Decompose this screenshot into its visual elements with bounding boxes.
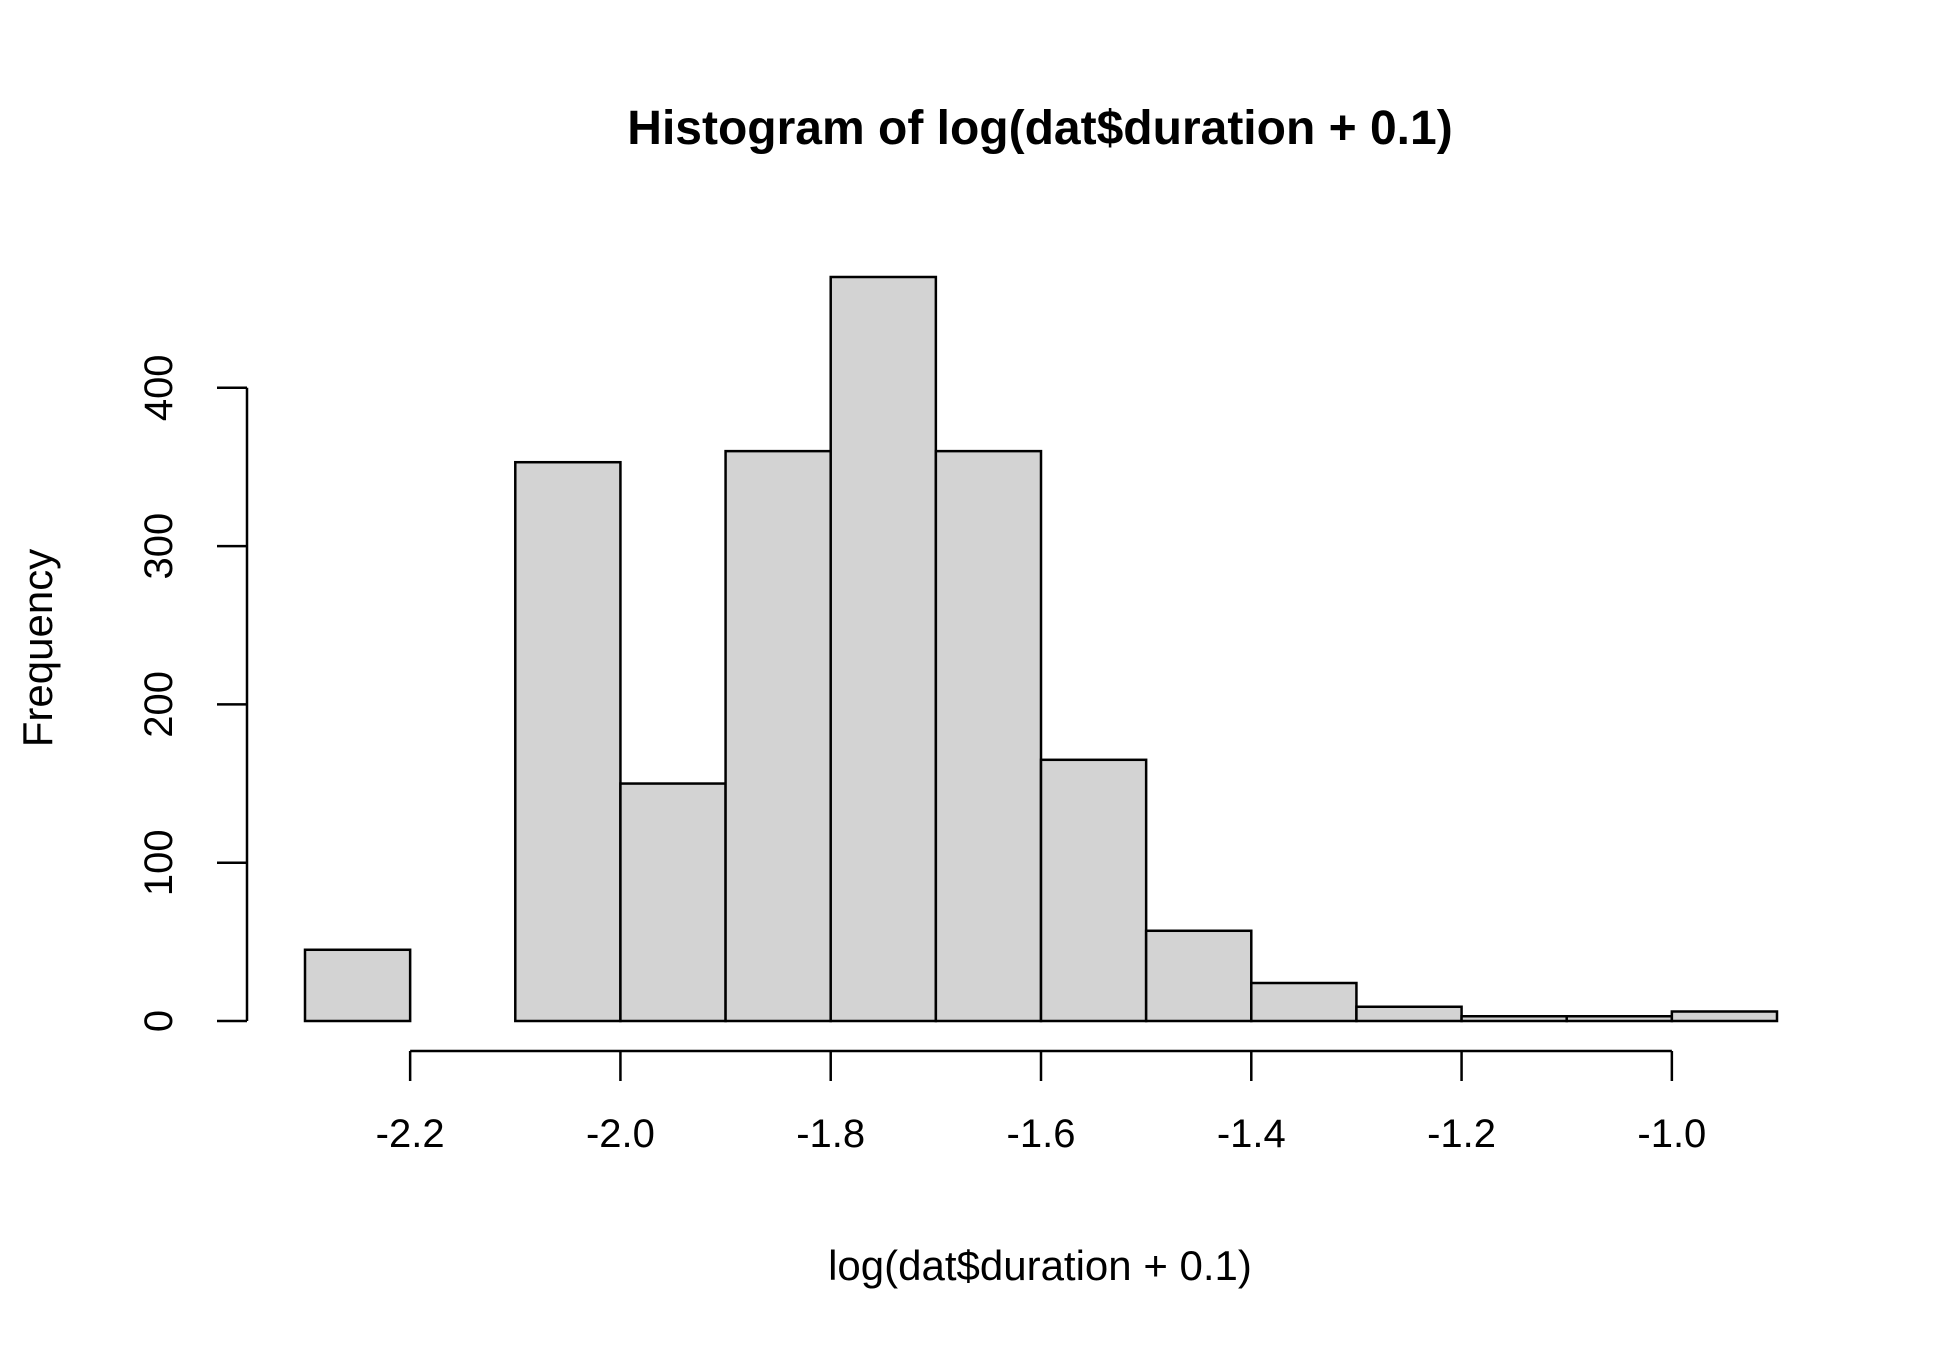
y-tick-label: 0 (137, 1010, 181, 1032)
histogram-bar (303, 948, 412, 1023)
x-tick-label: -1.6 (1007, 1112, 1076, 1156)
histogram-bar (1460, 1015, 1568, 1023)
histogram-bar (934, 449, 1043, 1023)
y-tick-label: 200 (137, 671, 181, 738)
histogram-bar (1565, 1015, 1674, 1023)
x-tick-label: -1.2 (1427, 1112, 1496, 1156)
histogram-bar (1250, 981, 1358, 1023)
x-tick-label: -2.0 (586, 1112, 655, 1156)
y-tick-label: 400 (137, 354, 181, 421)
histogram-bar (1670, 1010, 1779, 1023)
histogram-bar (514, 460, 622, 1023)
x-tick-label: -1.8 (796, 1112, 865, 1156)
x-tick-label: -1.4 (1217, 1112, 1286, 1156)
histogram-bar (1144, 929, 1253, 1023)
x-tick-label: -2.2 (376, 1112, 445, 1156)
x-axis-label: log(dat$duration + 0.1) (828, 1242, 1252, 1289)
histogram-bar (724, 449, 832, 1023)
bars-group (303, 275, 1779, 1023)
histogram-bar (1039, 758, 1148, 1023)
y-tick-label: 100 (137, 829, 181, 896)
y-axis: 0 100 200 300 400 (137, 354, 249, 1032)
x-tick-label: -1.0 (1637, 1112, 1706, 1156)
histogram-bar (829, 275, 938, 1023)
chart-title: Histogram of log(dat$duration + 0.1) (627, 102, 1452, 155)
y-axis-label: Frequency (14, 549, 61, 747)
histogram-bar (1355, 1005, 1463, 1023)
y-tick-label: 300 (137, 513, 181, 580)
histogram-bar (619, 782, 727, 1023)
x-axis: -2.2 -2.0 -1.8 -1.6 -1.4 -1.2 -1.0 (376, 1049, 1706, 1156)
